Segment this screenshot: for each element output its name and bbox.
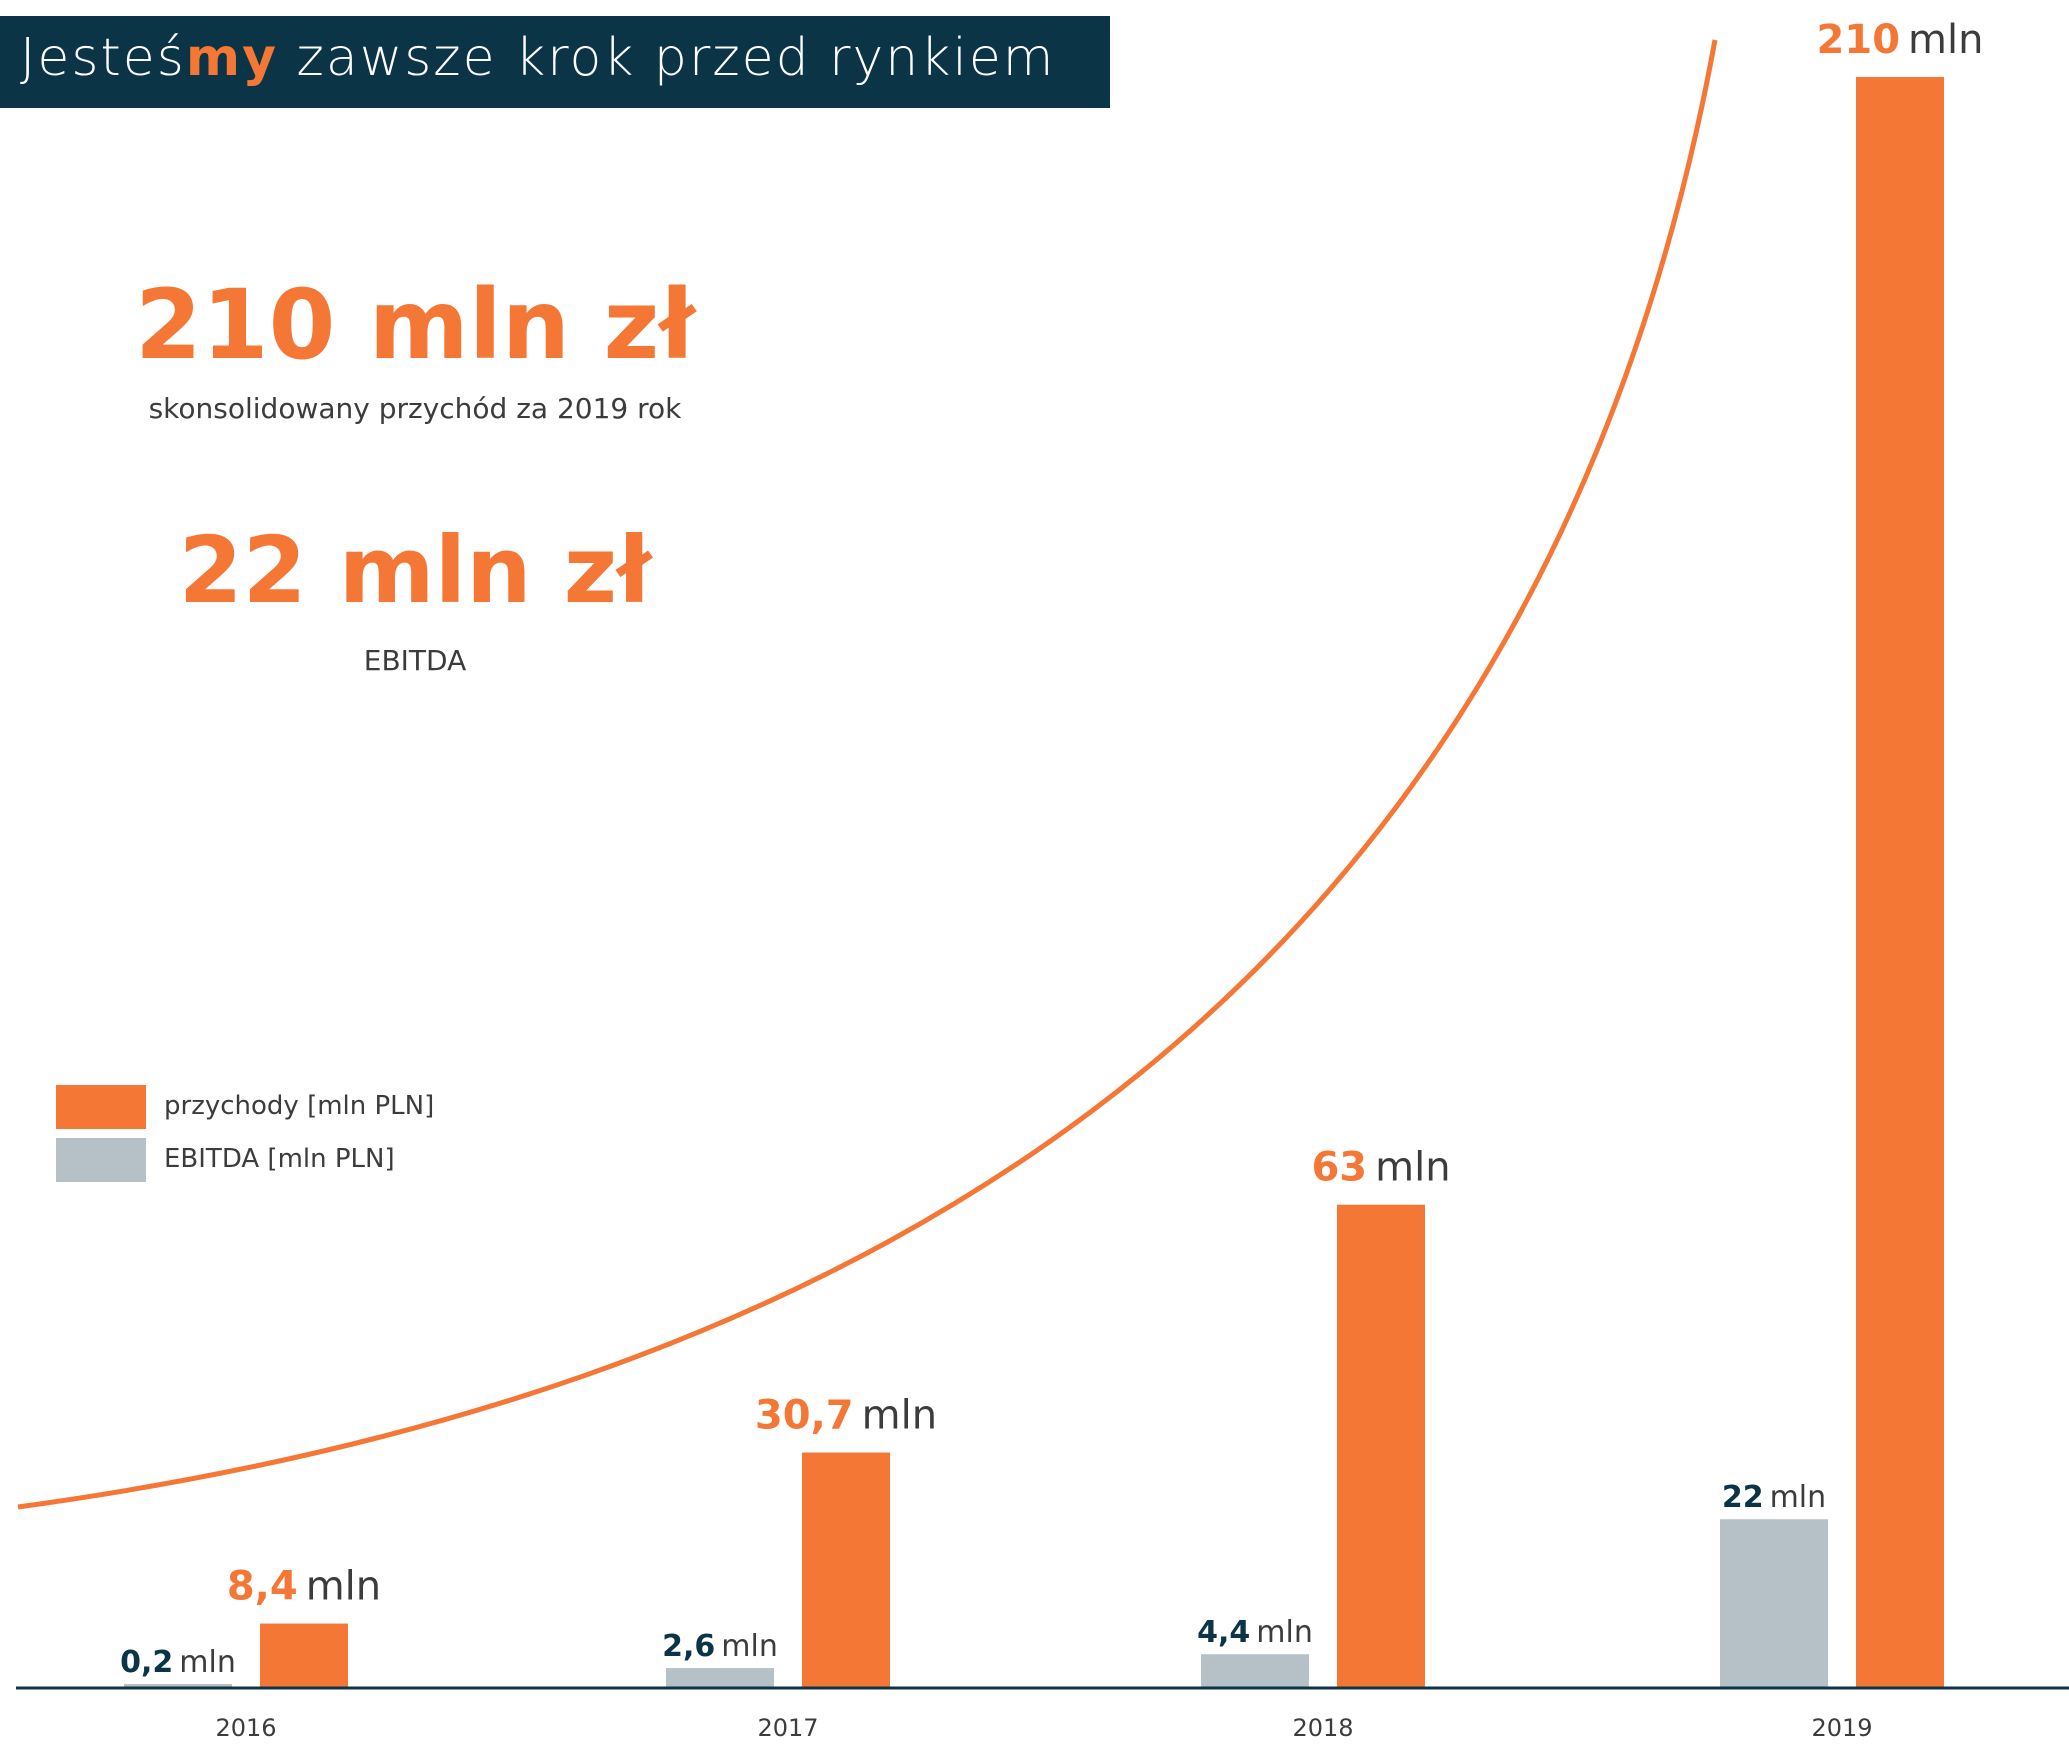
bar-revenue-2018 [1337, 1204, 1425, 1688]
growth-trend-curve [17, 39, 1718, 1510]
data-label-ebitda-2016: 0,2 mln [120, 1645, 236, 1680]
bar-ebitda-2019 [1720, 1519, 1828, 1688]
bar-revenue-2016 [260, 1623, 348, 1688]
bar-ebitda-2017 [666, 1668, 774, 1688]
bar-revenue-2019 [1856, 77, 1944, 1688]
x-tick-2019: 2019 [1811, 1714, 1872, 1742]
data-label-ebitda-2018: 4,4 mln [1197, 1615, 1313, 1650]
bar-ebitda-2018 [1201, 1654, 1309, 1688]
title-suffix: zawsze krok przed rynkiem [278, 28, 1056, 88]
kpi-revenue-value: 210 mln zł [134, 269, 695, 381]
data-label-revenue-2016: 8,4 mln [227, 1564, 381, 1610]
legend-swatch-ebitda [56, 1138, 146, 1182]
x-tick-2017: 2017 [757, 1714, 818, 1742]
kpi-ebitda-value: 22 mln zł [178, 517, 652, 624]
page-title: Jesteśmy zawsze krok przed rynkiem [20, 28, 1055, 88]
x-tick-2016: 2016 [215, 1714, 276, 1742]
title-highlight: my [185, 28, 278, 88]
data-label-revenue-2018: 63 mln [1311, 1145, 1450, 1191]
kpi-revenue-caption: skonsolidowany przychód za 2019 rok [148, 392, 682, 425]
x-tick-2018: 2018 [1292, 1714, 1353, 1742]
bar-revenue-2017 [802, 1452, 890, 1688]
kpi-ebitda: 22 mln zł EBITDA [90, 517, 740, 678]
bar-ebitda-2016 [124, 1684, 232, 1688]
data-label-ebitda-2017: 2,6 mln [662, 1629, 778, 1664]
data-label-revenue-2019: 210 mln [1817, 17, 1984, 63]
legend-swatch-revenue [56, 1085, 146, 1129]
data-label-ebitda-2019: 22 mln [1722, 1480, 1826, 1515]
kpi-revenue: 210 mln zł skonsolidowany przychód za 20… [90, 270, 740, 425]
header-banner: Jesteśmy zawsze krok przed rynkiem [0, 16, 1110, 108]
title-prefix: Jesteś [20, 28, 186, 88]
kpi-ebitda-caption: EBITDA [363, 644, 467, 677]
data-label-revenue-2017: 30,7 mln [755, 1392, 937, 1438]
legend-label-ebitda: EBITDA [mln PLN] [164, 1144, 395, 1174]
legend-label-revenue: przychody [mln PLN] [164, 1091, 435, 1121]
